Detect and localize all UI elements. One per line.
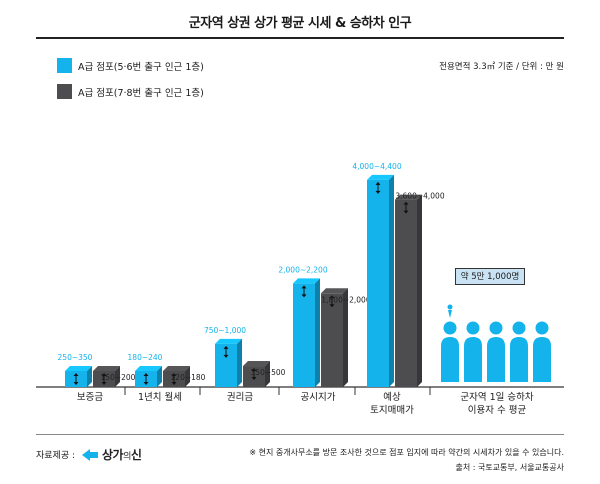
logo-arrow-icon bbox=[82, 448, 99, 461]
category-label-extra-line-1: 이용자 수 평균 bbox=[468, 405, 527, 416]
legend-label-series-b: A급 점포(7·8번 출구 인근 1층) bbox=[78, 87, 204, 99]
data-label-series-b-0: 150~200 bbox=[101, 373, 136, 382]
chart-title: 군자역 상권 상가 평균 시세 & 승하차 인구 bbox=[188, 16, 412, 31]
legend-swatch-series-a bbox=[57, 58, 72, 73]
logo-small-text: 의 bbox=[123, 452, 131, 462]
ridership-callout: 약 5만 1,000명 bbox=[455, 268, 525, 285]
category-label-0: 보증금 bbox=[77, 392, 103, 403]
brand-logo: 상가의신 bbox=[81, 446, 142, 463]
person-icon-0 bbox=[441, 321, 459, 382]
data-label-series-a-0: 250~350 bbox=[58, 353, 93, 362]
category-label-extra-line-0: 군자역 1일 승하차 bbox=[460, 391, 534, 403]
pointer-icon bbox=[448, 310, 452, 318]
source-label: 자료제공 : bbox=[36, 451, 76, 461]
legend-item-series-a: A급 점포(5·6번 출구 인근 1층) bbox=[57, 58, 204, 73]
category-label-4-line-0: 예상 bbox=[383, 392, 401, 403]
source-credit: 출처 : 국토교통부, 서울교통공사 bbox=[455, 463, 564, 472]
data-label-series-b-4: 3,600~4,000 bbox=[395, 192, 444, 201]
category-label-4-line-1: 토지매매가 bbox=[370, 405, 414, 416]
logo-tail-text: 신 bbox=[130, 448, 142, 462]
source-block: 자료제공 : 상가의신 bbox=[36, 446, 142, 463]
legend-label-series-a: A급 점포(5·6번 출구 인근 1층) bbox=[78, 61, 204, 73]
bar-series-a-3 bbox=[293, 278, 320, 387]
person-icon-1 bbox=[464, 321, 482, 382]
bar-series-b-4 bbox=[395, 194, 422, 387]
logo-text: 상가 bbox=[102, 448, 124, 462]
bar-series-b-1 bbox=[163, 366, 190, 387]
bar-series-a-1 bbox=[135, 366, 162, 387]
data-label-series-b-2: 350~500 bbox=[251, 368, 286, 377]
data-label-series-b-1: 120~180 bbox=[171, 373, 206, 382]
bar-series-b-0 bbox=[93, 366, 120, 387]
data-label-series-a-4: 4,000~4,400 bbox=[352, 162, 401, 171]
bar-series-b-2 bbox=[243, 361, 270, 387]
person-icon-3 bbox=[510, 321, 528, 382]
data-label-series-a-1: 180~240 bbox=[128, 353, 163, 362]
data-label-series-a-2: 750~1,000 bbox=[204, 326, 246, 335]
person-icon-2 bbox=[487, 321, 505, 382]
footnote: ※ 현지 중개사무소를 방문 조사한 것으로 점포 입지에 따라 약간의 시세차… bbox=[249, 448, 564, 457]
data-label-series-b-3: 1,800~2,000 bbox=[321, 295, 370, 304]
category-label-3: 공시지가 bbox=[301, 392, 336, 403]
pointer-dot-icon bbox=[447, 304, 453, 310]
bar-series-a-0 bbox=[65, 366, 92, 387]
category-label-1: 1년치 월세 bbox=[138, 391, 182, 403]
bar-series-a-2 bbox=[215, 338, 242, 387]
bar-series-b-3 bbox=[321, 288, 348, 387]
unit-note: 전용면적 3.3㎡ 기준 / 단위 : 만 원 bbox=[439, 62, 564, 72]
footer-divider bbox=[36, 434, 564, 435]
person-icon-4 bbox=[533, 321, 551, 382]
legend-swatch-series-b bbox=[57, 84, 72, 99]
bar-series-a-4 bbox=[367, 174, 394, 387]
legend-item-series-b: A급 점포(7·8번 출구 인근 1층) bbox=[57, 84, 204, 99]
data-label-series-a-3: 2,000~2,200 bbox=[278, 265, 327, 274]
title-divider bbox=[36, 37, 564, 39]
category-label-2: 권리금 bbox=[227, 391, 253, 403]
